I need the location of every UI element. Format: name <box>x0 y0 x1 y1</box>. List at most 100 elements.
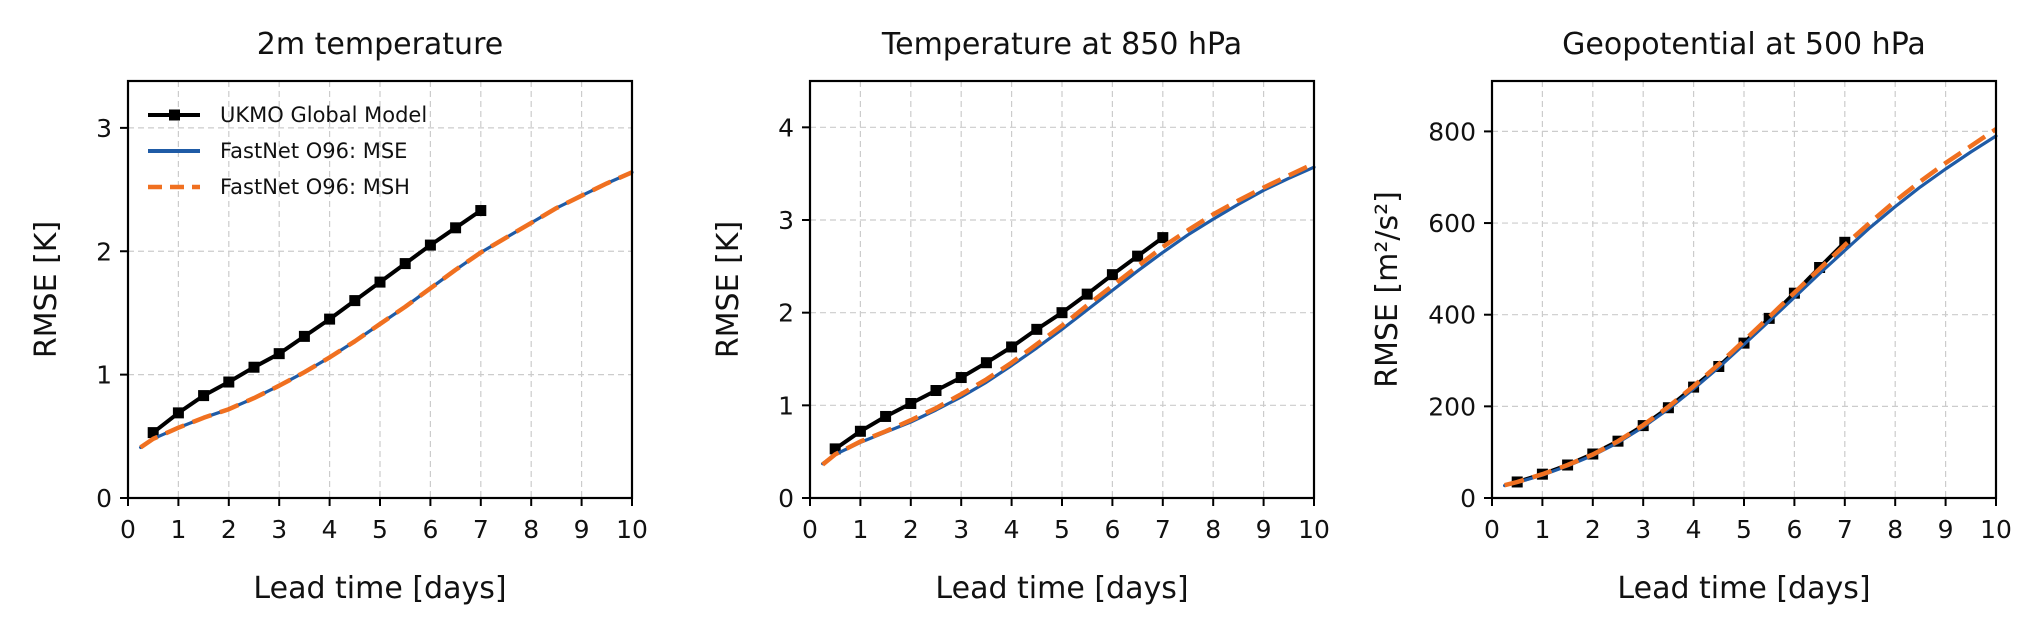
data-point-marker <box>273 348 285 360</box>
chart-panel-1: 0 1 2 3 4 5 6 7 8 9 10 0 1 2 3 2m temperature Lead time … <box>29 27 648 606</box>
y-axis-label: RMSE [K] <box>29 221 64 358</box>
x-tick-label: 7 <box>1837 515 1853 544</box>
x-tick-label: 1 <box>1534 515 1550 544</box>
x-tick-label: 6 <box>1786 515 1802 544</box>
x-tick-label: 1 <box>170 515 186 544</box>
x-axis-label: Lead time [days] <box>935 571 1188 606</box>
y-tick-label: 0 <box>96 484 112 513</box>
legend-marker <box>169 109 180 121</box>
x-tick-label: 7 <box>1155 515 1171 544</box>
data-point-marker <box>450 222 462 234</box>
y-tick-label: 1 <box>778 391 794 420</box>
x-tick-label: 2 <box>903 515 919 544</box>
x-tick-label: 3 <box>953 515 969 544</box>
data-point-marker <box>1106 269 1118 281</box>
data-point-marker <box>424 239 436 251</box>
series-line-fastnet-o96-mse <box>820 165 1316 466</box>
y-tick-label: 3 <box>778 206 794 235</box>
y-tick-label: 3 <box>96 114 112 143</box>
x-tick-label: 0 <box>802 515 818 544</box>
data-point-marker <box>1081 288 1093 300</box>
chart-title: Temperature at 850 hPa <box>881 27 1242 62</box>
x-tick-label: 5 <box>1736 515 1752 544</box>
legend-label: FastNet O96: MSE <box>220 139 407 163</box>
x-tick-label: 6 <box>1104 515 1120 544</box>
x-tick-label: 0 <box>1484 515 1500 544</box>
data-point-marker <box>248 361 260 373</box>
data-point-marker <box>1763 312 1775 324</box>
x-tick-label: 9 <box>1938 515 1954 544</box>
y-axis-label: RMSE [m²/s²] <box>1370 191 1405 388</box>
x-tick-label: 10 <box>1298 515 1330 544</box>
series-line-fastnet-o96-msh <box>139 170 633 450</box>
data-point-marker <box>1056 307 1068 319</box>
x-tick-label: 3 <box>271 515 287 544</box>
chart-title: Geopotential at 500 hPa <box>1562 27 1926 62</box>
series-line-fastnet-o96-msh <box>1504 127 1998 488</box>
x-tick-label: 8 <box>1205 515 1221 544</box>
y-tick-label: 400 <box>1428 301 1476 330</box>
data-point-marker <box>930 385 942 397</box>
data-point-marker <box>1031 323 1043 335</box>
data-point-marker <box>1132 250 1144 262</box>
data-point-marker <box>374 276 386 288</box>
data-point-marker <box>880 410 892 422</box>
data-point-marker <box>223 376 235 388</box>
series-line-fastnet-o96-mse <box>1502 134 1998 488</box>
data-point-marker <box>172 407 184 419</box>
x-tick-label: 6 <box>422 515 438 544</box>
series-line-fastnet-o96-mse <box>139 170 634 449</box>
data-point-marker <box>980 357 992 369</box>
x-tick-label: 7 <box>473 515 489 544</box>
y-tick-label: 4 <box>778 113 794 142</box>
data-point-marker <box>905 397 917 409</box>
x-tick-label: 9 <box>1256 515 1272 544</box>
y-tick-label: 800 <box>1428 117 1476 146</box>
x-tick-label: 4 <box>1004 515 1020 544</box>
chart-title: 2m temperature <box>257 27 503 62</box>
legend-label: UKMO Global Model <box>220 103 427 127</box>
y-tick-label: 2 <box>778 299 794 328</box>
x-tick-label: 2 <box>1585 515 1601 544</box>
x-axis-label: Lead time [days] <box>1617 571 1870 606</box>
x-tick-label: 4 <box>1686 515 1702 544</box>
x-tick-label: 5 <box>1054 515 1070 544</box>
data-point-marker <box>475 205 487 217</box>
x-tick-label: 10 <box>616 515 648 544</box>
series-line-ukmo-global-model <box>1515 240 1847 484</box>
legend: UKMO Global Model FastNet O96: MSE FastNet… <box>148 103 427 199</box>
x-tick-label: 9 <box>574 515 590 544</box>
data-point-marker <box>955 372 967 384</box>
y-axis-label: RMSE [K] <box>711 221 746 358</box>
chart-panel-3: 0 1 2 3 4 5 6 7 8 9 10 0 200 400 600 800 Geopotential at… <box>1370 27 2012 606</box>
data-point-marker <box>854 425 866 437</box>
series-line-fastnet-o96-msh <box>821 161 1315 467</box>
y-tick-label: 2 <box>96 237 112 266</box>
data-point-marker <box>1157 232 1169 244</box>
x-tick-label: 0 <box>120 515 136 544</box>
data-point-marker <box>349 295 361 307</box>
x-tick-label: 8 <box>523 515 539 544</box>
x-tick-label: 10 <box>1980 515 2012 544</box>
y-tick-label: 600 <box>1428 209 1476 238</box>
data-point-marker <box>324 313 336 325</box>
x-tick-label: 8 <box>1887 515 1903 544</box>
y-tick-label: 1 <box>96 361 112 390</box>
x-tick-label: 2 <box>221 515 237 544</box>
y-tick-label: 0 <box>1460 484 1476 513</box>
y-tick-label: 200 <box>1428 392 1476 421</box>
data-point-marker <box>147 427 159 439</box>
data-point-marker <box>829 443 841 455</box>
data-point-marker <box>399 258 411 270</box>
x-tick-label: 4 <box>322 515 338 544</box>
x-tick-label: 1 <box>852 515 868 544</box>
y-tick-label: 0 <box>778 484 794 513</box>
x-tick-label: 5 <box>372 515 388 544</box>
data-point-marker <box>298 330 310 342</box>
legend-label: FastNet O96: MSH <box>220 175 410 199</box>
data-point-marker <box>198 390 210 402</box>
chart-panel-2: 0 1 2 3 4 5 6 7 8 9 10 0 1 2 3 4 Temperature at 850 hPa L… <box>711 27 1330 606</box>
x-axis-label: Lead time [days] <box>253 571 506 606</box>
data-point-marker <box>1006 341 1018 353</box>
